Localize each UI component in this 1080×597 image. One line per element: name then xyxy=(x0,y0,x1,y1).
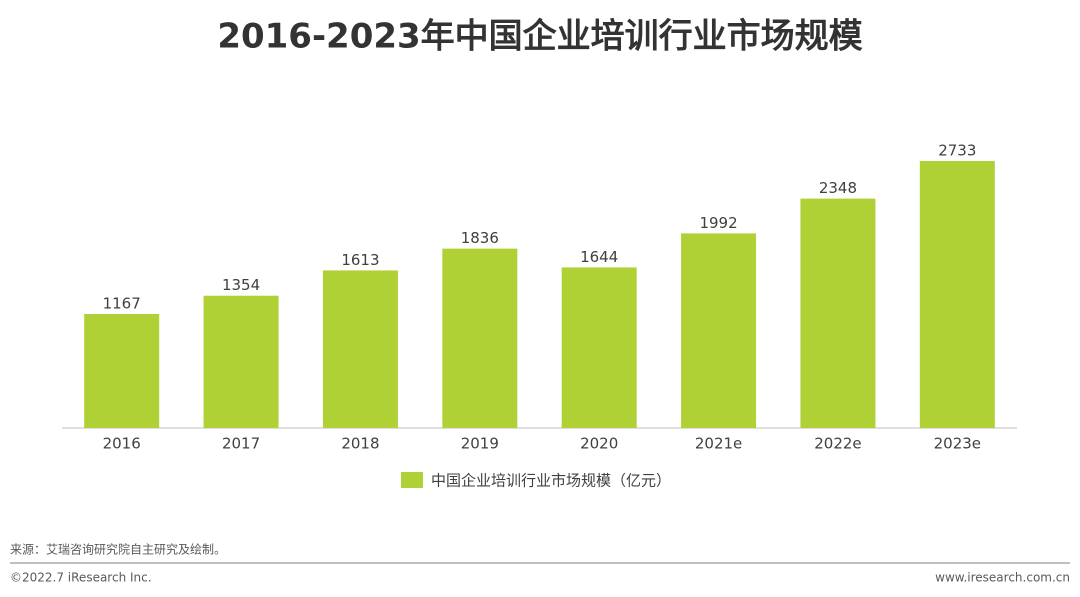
x-tick-label: 2022e xyxy=(814,435,861,453)
value-label: 1167 xyxy=(103,294,141,312)
source-note: 来源：艾瑞咨询研究院自主研究及绘制。 xyxy=(10,542,226,557)
bar xyxy=(561,267,637,428)
bar xyxy=(322,270,398,428)
x-tick-label: 2018 xyxy=(341,435,379,453)
legend-swatch xyxy=(401,472,423,488)
copyright: ©2022.7 iResearch Inc. xyxy=(10,571,152,585)
value-label: 1836 xyxy=(461,229,499,247)
value-label: 1613 xyxy=(341,251,379,269)
chart-title: 2016-2023年中国企业培训行业市场规模 xyxy=(217,17,862,57)
value-label: 1354 xyxy=(222,276,260,294)
bar xyxy=(203,295,279,428)
value-label: 1644 xyxy=(580,248,618,266)
x-tick-label: 2016 xyxy=(103,435,141,453)
bar xyxy=(681,233,757,428)
bar xyxy=(800,198,876,428)
x-tick-label: 2020 xyxy=(580,435,618,453)
x-tick-label: 2017 xyxy=(222,435,260,453)
website: www.iresearch.com.cn xyxy=(935,571,1070,585)
value-label: 2348 xyxy=(819,179,857,197)
bar xyxy=(84,313,160,428)
value-label: 2733 xyxy=(938,142,976,160)
x-tick-label: 2019 xyxy=(461,435,499,453)
bar xyxy=(442,248,518,428)
x-tick-label: 2021e xyxy=(695,435,742,453)
value-label: 1992 xyxy=(699,214,737,232)
legend-label: 中国企业培训行业市场规模（亿元） xyxy=(431,472,671,490)
bar xyxy=(919,161,995,428)
x-tick-label: 2023e xyxy=(934,435,981,453)
